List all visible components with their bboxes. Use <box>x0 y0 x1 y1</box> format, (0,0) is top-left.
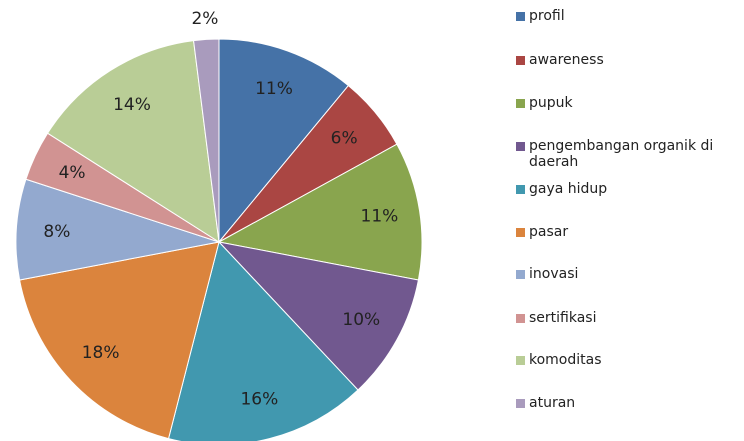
legend-swatch <box>516 12 525 21</box>
legend-label: profil <box>529 8 565 24</box>
legend-swatch <box>516 185 525 194</box>
legend-item: sertifikasi <box>516 310 596 326</box>
data-label: 18% <box>82 343 120 363</box>
legend-label: komoditas <box>529 352 602 368</box>
data-label: 6% <box>331 128 358 148</box>
legend-swatch <box>516 228 525 237</box>
legend-item: profil <box>516 8 565 24</box>
legend-swatch <box>516 356 525 365</box>
legend-item: komoditas <box>516 352 602 368</box>
legend-item: pupuk <box>516 95 573 111</box>
pie-slice <box>217 143 423 281</box>
legend-swatch <box>516 56 525 65</box>
pie-slice <box>46 40 220 243</box>
data-label: 11% <box>361 207 399 227</box>
legend-label: pasar <box>529 224 569 240</box>
legend-label: pupuk <box>529 95 573 111</box>
legend-item: awareness <box>516 52 604 68</box>
data-label: 14% <box>113 95 151 115</box>
legend-label: awareness <box>529 52 604 68</box>
legend-swatch <box>516 99 525 108</box>
data-label: 10% <box>342 310 380 330</box>
legend-item: gaya hidup <box>516 181 607 197</box>
legend-label: inovasi <box>529 266 579 282</box>
legend-label: aturan <box>529 395 576 411</box>
legend-swatch <box>516 399 525 408</box>
legend-item: aturan <box>516 395 575 411</box>
data-label: 2% <box>191 9 218 29</box>
legend-item: pasar <box>516 224 568 240</box>
legend-item: inovasi <box>516 266 578 282</box>
legend-swatch <box>516 142 525 151</box>
legend-swatch <box>516 270 525 279</box>
pie-area: 11% 6% 11% 10% 16% 18% 8% 4% 14% 2% <box>15 9 423 441</box>
data-label: 11% <box>255 79 293 99</box>
pie-slice <box>15 178 220 281</box>
legend-swatch <box>516 314 525 323</box>
pie-slice <box>218 38 350 244</box>
data-label: 16% <box>240 389 278 409</box>
legend-item: pengembangan organik di daerah <box>516 138 742 170</box>
legend-label: sertifikasi <box>529 310 597 326</box>
pie-slice <box>192 38 220 243</box>
data-label: 8% <box>43 222 70 242</box>
pie-slice <box>217 241 419 391</box>
pie-slice <box>19 241 220 440</box>
legend-label: pengembangan organik di daerah <box>529 138 714 170</box>
pie-slice <box>167 240 359 441</box>
legend-label: gaya hidup <box>529 181 608 197</box>
data-label: 4% <box>59 163 86 183</box>
